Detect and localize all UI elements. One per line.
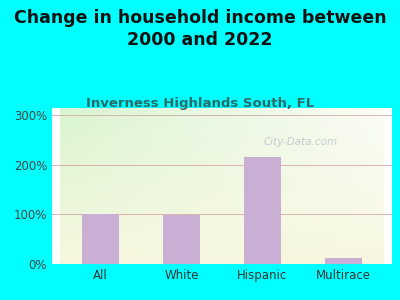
Bar	[325, 258, 362, 264]
Bar	[163, 215, 200, 264]
Bar	[82, 214, 119, 264]
Text: Inverness Highlands South, FL: Inverness Highlands South, FL	[86, 98, 314, 110]
Text: Change in household income between
2000 and 2022: Change in household income between 2000 …	[14, 9, 386, 49]
Text: City-Data.com: City-Data.com	[263, 137, 337, 147]
Bar	[244, 157, 281, 264]
